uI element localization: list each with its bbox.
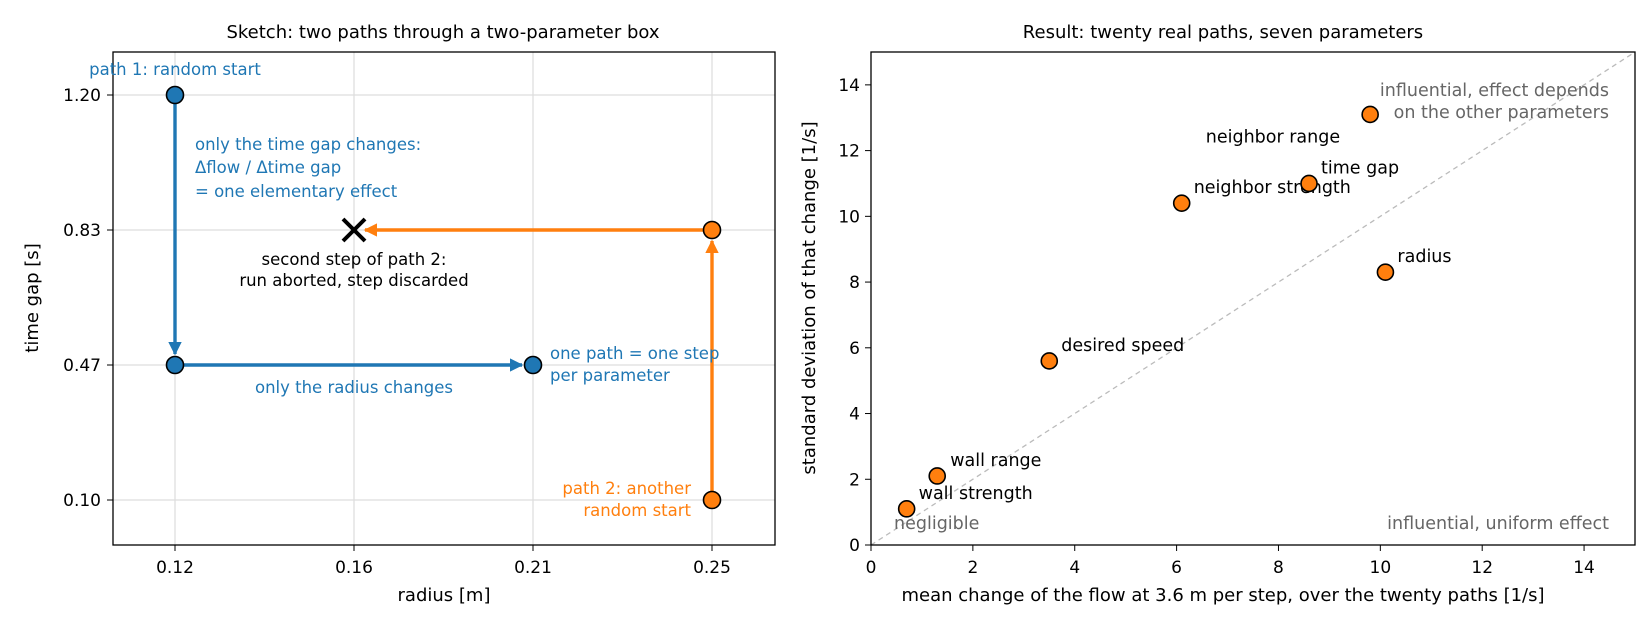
region-label-top-line-2: on the other parameters xyxy=(1394,103,1609,123)
scatter-label-neighbor-range: neighbor range xyxy=(1206,127,1340,147)
time-gap-note-line-1: only the time gap changes: xyxy=(195,135,421,154)
right-title: Result: twenty real paths, seven paramet… xyxy=(1023,22,1423,43)
path-2-point-start xyxy=(702,490,722,510)
right-x-ticks: 0 2 4 6 8 10 12 14 xyxy=(866,545,1595,578)
left-x-axis-label: radius [m] xyxy=(398,585,491,606)
scatter-label-wall-range: wall range xyxy=(950,451,1041,471)
path-2-point-2 xyxy=(702,220,722,240)
path-2-start-label-line-1: path 2: another xyxy=(562,479,691,498)
scatter-point-time-gap xyxy=(1300,174,1318,193)
x-tick-label: 6 xyxy=(1171,558,1182,578)
scatter-point-neighbor-range xyxy=(1361,105,1379,124)
scatter-point-desired-speed xyxy=(1040,352,1059,370)
one-path-note-line-2: per parameter xyxy=(550,366,670,385)
x-tick-label: 0.16 xyxy=(335,558,373,578)
x-tick-label: 12 xyxy=(1471,558,1493,578)
left-x-ticks: 0.12 0.16 0.21 0.25 xyxy=(156,545,731,578)
aborted-step-x-icon xyxy=(341,217,367,243)
path-1-point-start xyxy=(165,85,185,105)
y-tick-label: 2 xyxy=(849,470,860,490)
scatter-point-wall-strength xyxy=(897,500,916,518)
x-tick-label: 0.12 xyxy=(156,558,194,578)
scatter-label-wall-strength: wall strength xyxy=(919,484,1033,504)
region-label-top-line-1: influential, effect depends xyxy=(1380,81,1609,101)
path-2-start-label-line-2: random start xyxy=(583,501,691,520)
path-1-series xyxy=(165,85,543,375)
path-1-point-2 xyxy=(165,355,185,375)
left-y-axis-label: time gap [s] xyxy=(22,243,43,352)
y-tick-label: 12 xyxy=(838,142,860,162)
scatter-label-radius: radius xyxy=(1397,247,1451,267)
diagonal-reference-line xyxy=(870,51,1636,546)
x-tick-label: 4 xyxy=(1069,558,1080,578)
scatter-label-neighbor-strength: neighbor strength xyxy=(1194,178,1351,198)
aborted-note-line-2: run aborted, step discarded xyxy=(239,271,468,290)
x-tick-label: 0.25 xyxy=(693,558,731,578)
x-tick-label: 8 xyxy=(1273,558,1284,578)
radius-note: only the radius changes xyxy=(255,378,453,397)
left-title: Sketch: two paths through a two-paramete… xyxy=(226,22,659,43)
y-tick-label: 14 xyxy=(838,76,860,96)
region-label-bottom-right: influential, uniform effect xyxy=(1387,514,1609,534)
time-gap-note-line-2: Δflow / Δtime gap xyxy=(195,158,341,177)
path-1-start-label: path 1: random start xyxy=(89,60,261,79)
right-y-axis-label: standard deviation of that change [1/s] xyxy=(799,121,820,474)
x-tick-label: 0.21 xyxy=(514,558,552,578)
right-plot-frame xyxy=(870,51,1636,546)
y-tick-label: 4 xyxy=(849,405,860,425)
x-tick-label: 14 xyxy=(1573,558,1595,578)
y-tick-label: 0.10 xyxy=(63,491,101,511)
scatter-point-radius xyxy=(1376,263,1395,282)
path-1-point-3 xyxy=(523,355,543,375)
y-tick-label: 0 xyxy=(849,536,860,556)
y-tick-label: 8 xyxy=(849,273,860,293)
y-tick-label: 1.20 xyxy=(63,86,101,106)
scatter-label-desired-speed: desired speed xyxy=(1061,336,1184,356)
scatter-point-neighbor-strength xyxy=(1172,194,1191,212)
one-path-note-line-1: one path = one step xyxy=(550,344,719,363)
left-panel: Sketch: two paths through a two-paramete… xyxy=(22,22,776,606)
x-tick-label: 10 xyxy=(1370,558,1392,578)
y-tick-label: 10 xyxy=(838,207,860,227)
left-y-ticks: 0.10 0.47 0.83 1.20 xyxy=(63,86,113,511)
region-label-bottom-left: negligible xyxy=(894,514,979,534)
y-tick-label: 0.47 xyxy=(63,356,101,376)
scatter-points: wall strength wall range desired speed neig… xyxy=(897,105,1452,518)
time-gap-note-line-3: = one elementary effect xyxy=(195,182,398,201)
x-tick-label: 0 xyxy=(866,558,877,578)
x-tick-label: 2 xyxy=(967,558,978,578)
region-labels: influential, effect depends on the other… xyxy=(894,81,1609,534)
right-x-axis-label: mean change of the flow at 3.6 m per ste… xyxy=(901,585,1544,606)
scatter-label-time-gap: time gap xyxy=(1321,158,1399,178)
left-plot-frame xyxy=(112,51,776,546)
aborted-note-line-1: second step of path 2: xyxy=(262,250,447,269)
y-tick-label: 6 xyxy=(849,339,860,359)
right-y-ticks: 0 2 4 6 8 10 12 14 xyxy=(838,76,871,556)
left-grid xyxy=(113,52,775,545)
right-panel: Result: twenty real paths, seven paramet… xyxy=(799,22,1636,606)
scatter-point-wall-range xyxy=(928,467,947,485)
path-2-series xyxy=(341,217,722,510)
left-annotations: path 1: random start only the time gap c… xyxy=(89,60,719,520)
y-tick-label: 0.83 xyxy=(63,221,101,241)
